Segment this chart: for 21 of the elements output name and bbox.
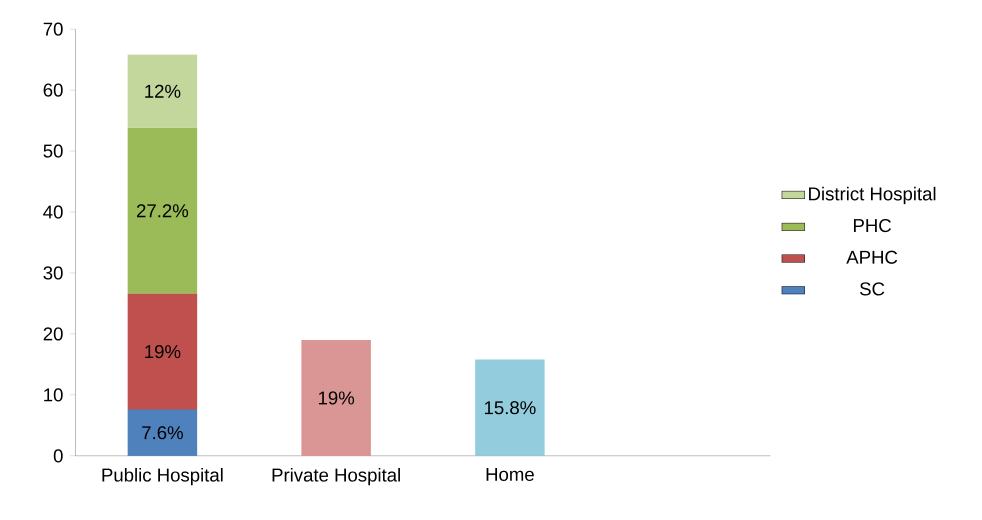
y-tick-label: 20 [44, 327, 63, 340]
legend-label: District Hospital [809, 186, 936, 204]
data-label: 7.6% [142, 426, 183, 440]
y-tick-label: 40 [43, 205, 63, 219]
legend-label: APHC [846, 250, 898, 264]
y-tick-label: 70 [44, 22, 63, 36]
y-tick-label: 0 [54, 449, 63, 462]
y-tick-label: 10 [44, 388, 63, 402]
data-label: 19% [145, 344, 180, 358]
data-label: 15.8% [484, 401, 536, 414]
data-label: 19% [318, 391, 354, 404]
text: SC [860, 282, 884, 296]
y-tick-label: 60 [44, 83, 63, 97]
x-tick-label: Public Hospital [102, 468, 223, 486]
y-tick-label: 50 [43, 144, 63, 158]
y-tick-label: 30 [43, 266, 63, 280]
x-tick-label: Home [486, 468, 534, 481]
data-label: 27.2% [137, 204, 188, 218]
text: PHC [854, 218, 891, 232]
data-label: 12% [145, 84, 180, 98]
x-tick-label: Private Hospital [272, 468, 400, 486]
